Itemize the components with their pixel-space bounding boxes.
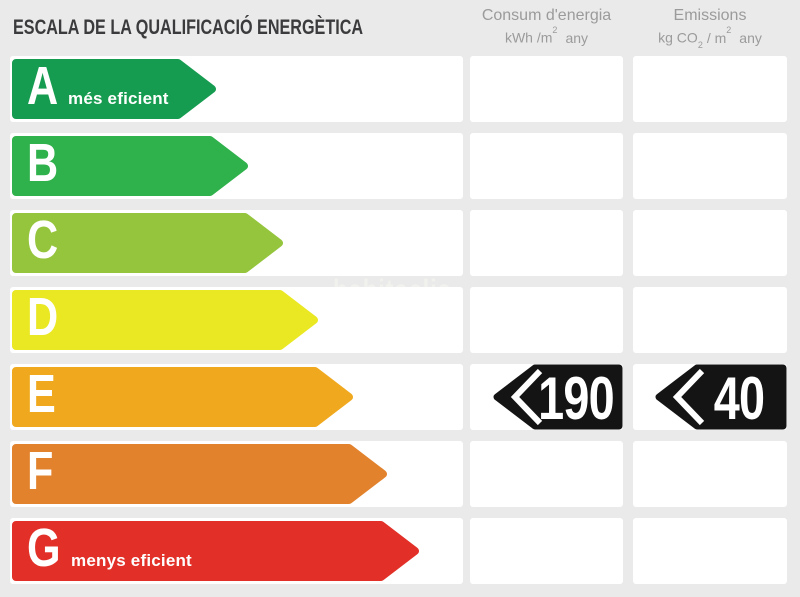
emissions-column-units: kg CO2/ m2 any (633, 25, 787, 51)
energy-value: 190 (538, 364, 615, 432)
emissions-value: 40 (713, 364, 765, 432)
rating-letter: C (27, 210, 59, 270)
scale-row-f: F (0, 441, 800, 507)
emissions-unit-sub: 2 (697, 40, 703, 51)
energy-unit-tail: any (565, 29, 589, 46)
rating-letter: E (27, 364, 56, 424)
rating-bar-g-arrow (12, 521, 419, 581)
emissions-unit-sup: 2 (726, 25, 732, 35)
emissions-value-arrow: 40 (655, 364, 787, 432)
scale-row-g: G menys eficient (0, 518, 800, 584)
energy-cell (470, 133, 623, 199)
emissions-cell (633, 133, 787, 199)
rating-letter: A (27, 56, 59, 116)
rating-bar-e-arrow (12, 367, 353, 427)
emissions-cell (633, 441, 787, 507)
left-arrow-icon (655, 364, 787, 430)
scale-row-c: C (0, 210, 800, 276)
efficiency-label-most: més eficient (68, 89, 169, 108)
rating-letter: G (27, 518, 61, 578)
emissions-column-header: Emissions kg CO2/ m2 any (633, 7, 787, 51)
emissions-column-title: Emissions (673, 7, 747, 24)
rating-letter: D (27, 287, 59, 347)
energy-column-units: kWh /m2 any (470, 25, 623, 46)
emissions-cell (633, 518, 787, 584)
scale-row-b: B (0, 133, 800, 199)
energy-cell (470, 441, 623, 507)
left-arrow-icon (493, 364, 623, 430)
scale-row-d: D (0, 287, 800, 353)
energy-cell (470, 56, 623, 122)
energy-column-title: Consum d'energia (481, 7, 612, 24)
efficiency-label-least: menys eficient (71, 551, 192, 570)
rating-bar-f-arrow (12, 444, 387, 504)
energy-column-header: Consum d'energia kWh /m2 any (470, 7, 623, 46)
energy-cell (470, 518, 623, 584)
energy-unit-sup: 2 (552, 25, 558, 35)
emissions-unit-text: kg CO (658, 29, 698, 46)
rating-letter: B (27, 133, 59, 193)
page-title: ESCALA DE LA QUALIFICACIÓ ENERGÈTICA (13, 16, 364, 39)
emissions-cell (633, 210, 787, 276)
rating-bar-c-arrow (12, 213, 283, 273)
emissions-unit-tail: any (739, 29, 762, 46)
emissions-cell (633, 287, 787, 353)
energy-cell (470, 210, 623, 276)
rating-bar-d-arrow (12, 290, 318, 350)
scale-row-e: E 190 40 (0, 364, 800, 432)
emissions-cell (633, 56, 787, 122)
energy-unit-text: kWh /m (504, 29, 553, 46)
rating-letter: F (27, 441, 54, 501)
scale-row-a: A més eficient (0, 56, 800, 122)
rating-bar-b-arrow (12, 136, 248, 196)
rating-bar-a-arrow (12, 59, 216, 119)
emissions-unit-mid: / m (706, 29, 727, 46)
energy-cell (470, 287, 623, 353)
energy-value-arrow: 190 (493, 364, 623, 432)
